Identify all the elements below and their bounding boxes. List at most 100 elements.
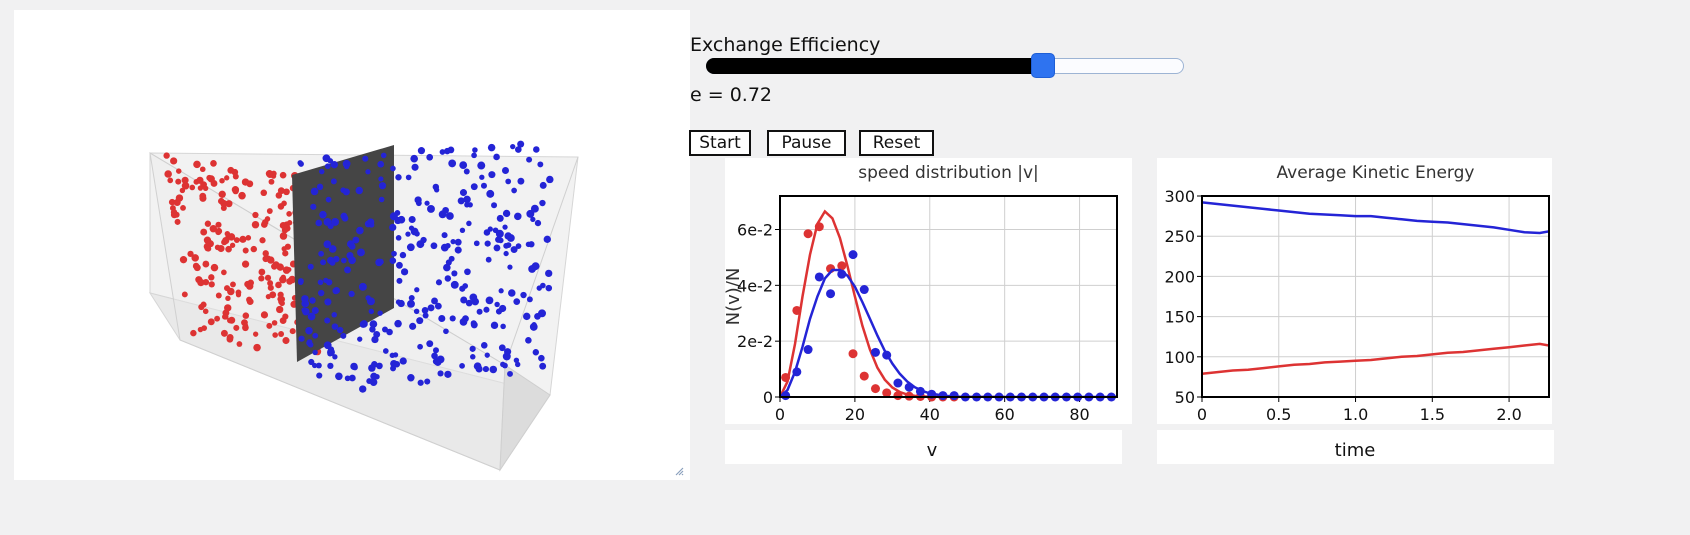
red-particle (282, 266, 291, 274)
blue-particle (408, 225, 415, 231)
red-particle (275, 192, 283, 199)
blue-particle (502, 224, 508, 230)
blue-particle (344, 266, 351, 274)
slider-thumb[interactable] (1030, 53, 1055, 78)
blue-particle (514, 361, 521, 368)
blue-particle (480, 342, 488, 349)
red-particle (202, 260, 210, 268)
blue-particle (359, 385, 367, 393)
blue-particle (371, 335, 379, 344)
particle-box-canvas[interactable] (14, 10, 690, 480)
blue-particle (495, 236, 502, 243)
reset-button[interactable]: Reset (859, 130, 934, 156)
start-button[interactable]: Start (689, 130, 751, 156)
blue-particle (416, 317, 424, 325)
blue-particle (410, 154, 418, 163)
blue-particle (323, 218, 332, 226)
blue-particle (494, 301, 500, 308)
blue-particle (386, 328, 393, 336)
red-particle (264, 274, 272, 281)
blue-particle (414, 287, 420, 293)
x-tick-label: 0 (775, 405, 785, 424)
blue-particle (487, 143, 496, 152)
red-particle (221, 269, 227, 276)
red-particle (202, 185, 209, 192)
blue-particle (407, 374, 415, 382)
speed-data-point (893, 378, 903, 388)
speed-title: speed distribution |v| (858, 163, 1039, 183)
red-particle (209, 225, 218, 233)
blue-particle (407, 299, 415, 308)
blue-particle (528, 241, 535, 248)
blue-particle (316, 372, 323, 379)
y-tick-label: 4e-2 (737, 276, 773, 295)
red-particle (278, 331, 285, 337)
blue-particle (464, 268, 471, 276)
blue-particle (394, 210, 401, 216)
red-particle (189, 184, 196, 191)
red-particle (283, 188, 290, 196)
blue-particle (312, 349, 318, 356)
blue-particle (470, 354, 476, 360)
blue-particle (332, 287, 340, 295)
blue-particle (495, 229, 504, 238)
blue-particle (493, 244, 501, 252)
blue-particle (315, 219, 323, 227)
energy-frame (1201, 195, 1550, 398)
red-particle (221, 314, 228, 320)
blue-particle (378, 196, 385, 203)
blue-particle (463, 195, 471, 204)
kinetic-energy-chart[interactable]: Average Kinetic Energy<E_kin>00.51.01.52… (1135, 158, 1552, 424)
red-particle (262, 255, 269, 263)
energy-series-line (1202, 201, 1549, 235)
resize-grip-icon[interactable] (674, 466, 684, 476)
red-particle (250, 245, 258, 253)
particle-box-3d-view[interactable] (14, 10, 690, 480)
red-particle (222, 236, 230, 245)
speed-data-point (837, 269, 847, 279)
red-particle (272, 332, 278, 338)
blue-particle (319, 210, 327, 219)
blue-particle (435, 279, 443, 286)
blue-particle (475, 365, 483, 373)
blue-particle (545, 269, 553, 278)
blue-particle (389, 257, 397, 265)
speed-data-point (893, 391, 903, 401)
red-particle (220, 329, 228, 337)
blue-particle (406, 243, 415, 252)
red-particle (235, 292, 242, 298)
box-corner-face (499, 364, 551, 472)
blue-particle (520, 291, 527, 299)
blue-particle (538, 354, 545, 362)
blue-particle (330, 160, 339, 169)
x-tick-label: 1.5 (1420, 405, 1445, 424)
blue-particle (422, 312, 429, 319)
red-particle (289, 328, 296, 335)
speed-data-point (792, 305, 802, 315)
blue-particle (420, 236, 427, 244)
blue-particle (502, 362, 508, 369)
blue-particle (395, 235, 402, 241)
blue-particle (508, 289, 516, 297)
speed-distribution-chart[interactable]: speed distribution |v| N(v)/N 0 20 40 60 80 0 2e… (723, 158, 1132, 424)
blue-particle (540, 282, 546, 289)
blue-particle (417, 343, 423, 350)
blue-particle (484, 240, 491, 247)
blue-particle (515, 213, 522, 219)
red-particle (180, 204, 186, 211)
blue-particle (446, 212, 454, 220)
red-particle (225, 200, 233, 208)
blue-particle (526, 296, 533, 303)
blue-particle (307, 263, 314, 270)
energy-series-1 (1202, 342, 1549, 375)
blue-particle (431, 352, 438, 360)
y-tick-label: 6e-2 (737, 221, 773, 240)
pause-button[interactable]: Pause (767, 130, 846, 156)
blue-particle (367, 218, 375, 226)
blue-particle (472, 147, 478, 153)
exchange-efficiency-slider[interactable] (706, 53, 1184, 78)
speed-series-line (780, 268, 1117, 397)
red-particle (200, 228, 208, 236)
red-particle (281, 246, 287, 252)
speed-distribution-plot-area: speed distribution |v| N(v)/N 0 20 40 60 80 0 2e… (723, 158, 1132, 424)
